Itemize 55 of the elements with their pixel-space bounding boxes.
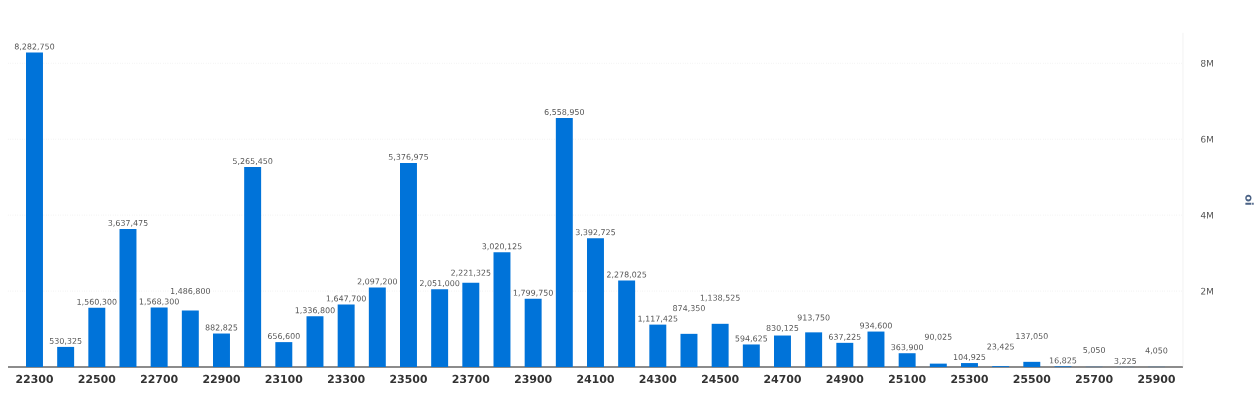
bar	[587, 238, 604, 368]
bar	[898, 353, 916, 368]
bar	[1023, 361, 1041, 368]
bar	[961, 363, 978, 368]
bar	[337, 304, 355, 368]
bar	[275, 342, 293, 368]
bar	[431, 289, 449, 368]
x-tick-label: 25700	[1075, 374, 1113, 384]
y-tick-label: 4M	[1200, 211, 1213, 219]
bar	[524, 298, 542, 368]
x-tick-label: 25500	[1013, 374, 1051, 384]
y-axis-title: oi	[1245, 194, 1254, 205]
bar	[555, 118, 573, 368]
x-tick-label: 24300	[639, 374, 677, 384]
x-tick-label: 24700	[764, 374, 801, 384]
bar	[368, 287, 386, 368]
x-tick-label: 22900	[203, 374, 240, 384]
bar	[462, 282, 480, 368]
bar	[774, 335, 791, 368]
x-tick-label: 23300	[327, 374, 365, 384]
bar	[57, 346, 75, 368]
bar	[213, 333, 230, 368]
x-tick-label: 22500	[78, 374, 116, 384]
bar	[805, 332, 823, 368]
bar	[618, 280, 636, 368]
y-tick-label: 2M	[1201, 287, 1213, 295]
bar	[742, 344, 760, 368]
bar	[680, 333, 698, 368]
y-tick-label: 6M	[1201, 135, 1213, 143]
bar	[649, 324, 667, 368]
x-tick-label: 23700	[452, 374, 490, 384]
bar	[244, 167, 262, 368]
x-tick-label: 23900	[514, 374, 552, 384]
x-tick-label: 22700	[141, 374, 178, 384]
bar	[119, 228, 137, 368]
x-tick-label: 25900	[1138, 374, 1175, 384]
bar	[181, 310, 199, 368]
bar	[836, 342, 854, 368]
bar	[867, 331, 885, 368]
x-tick-label: 22300	[16, 374, 53, 384]
bar	[26, 52, 43, 368]
bar	[150, 307, 168, 368]
x-tick-label: 25100	[888, 374, 926, 384]
x-tick-label: 23100	[265, 374, 303, 384]
bar	[88, 307, 106, 368]
x-tick-label: 24900	[826, 374, 864, 384]
bar	[400, 162, 417, 368]
x-tick-label: 23500	[390, 374, 427, 384]
bar	[711, 323, 729, 368]
y-tick-label: 8M	[1201, 59, 1213, 67]
x-tick-label: 24100	[577, 374, 614, 384]
x-tick-label: 25300	[951, 374, 988, 384]
bar	[493, 252, 511, 368]
bar	[306, 316, 324, 368]
x-tick-label: 24500	[701, 374, 739, 384]
